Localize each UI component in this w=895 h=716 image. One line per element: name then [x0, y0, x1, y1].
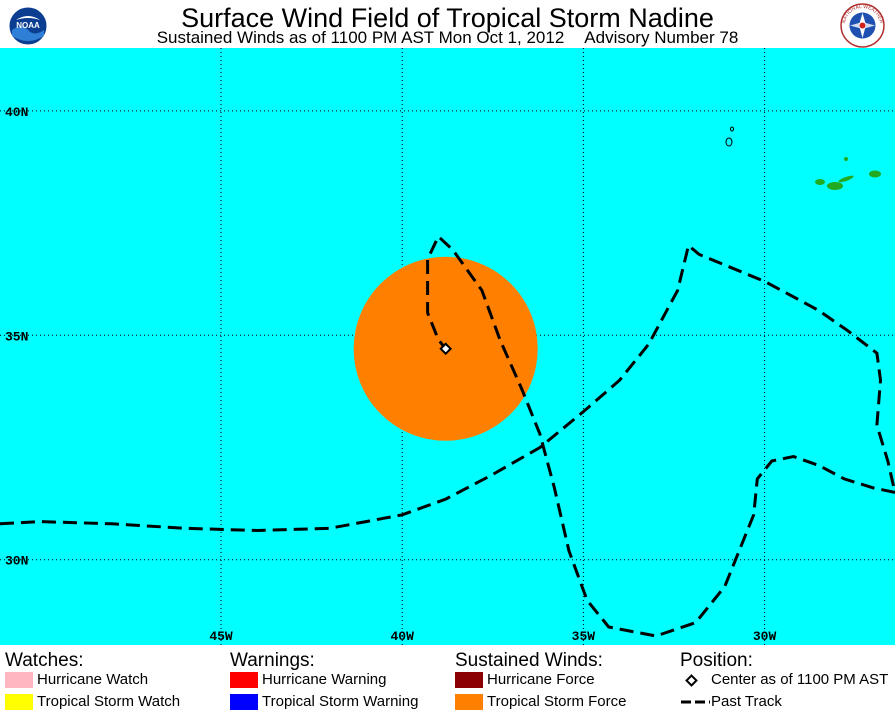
noaa-logo-icon: NOAA: [8, 6, 48, 46]
tropical-storm-warning-swatch: [230, 694, 258, 710]
noaa-logo-text: NOAA: [16, 21, 40, 30]
hurricane-warning-swatch: [230, 672, 258, 688]
center-position-label: Center as of 1100 PM AST: [711, 671, 889, 688]
lon-label: 45W: [209, 629, 233, 644]
lat-label: 35N: [5, 329, 28, 344]
island-graciosa: [844, 157, 848, 161]
header: NOAA Surface Wind Field of Tropical Stor…: [0, 0, 895, 48]
legend-watches-heading: Watches:: [5, 650, 84, 671]
past-track-dash-icon: [681, 700, 710, 704]
lon-label: 40W: [391, 629, 415, 644]
hurricane-warning-label: Hurricane Warning: [262, 671, 387, 688]
hurricane-force-label: Hurricane Force: [487, 671, 595, 688]
tropical-storm-watch-swatch: [5, 694, 33, 710]
island-faial: [815, 179, 825, 185]
page-title: Surface Wind Field of Tropical Storm Nad…: [181, 3, 714, 33]
storm-center-marker: [439, 342, 453, 356]
hurricane-watch-label: Hurricane Watch: [37, 671, 149, 688]
center-diamond-icon: [685, 674, 698, 687]
azores-islands: [725, 126, 881, 190]
lat-label: 30N: [5, 554, 28, 569]
island-flores: [725, 137, 733, 147]
legend: Watches: Hurricane Watch Tropical Storm …: [0, 645, 895, 716]
nws-logo-icon: NATIONAL WEATHER SERVICE: [838, 0, 885, 48]
island-sao-jorge: [838, 175, 854, 183]
page-subtitle: Sustained Winds as of 1100 PM AST Mon Oc…: [0, 29, 895, 47]
lon-label: 35W: [572, 629, 596, 644]
hurricane-force-swatch: [455, 672, 483, 688]
past-track-line: [0, 242, 895, 533]
legend-warnings-heading: Warnings:: [230, 650, 315, 671]
tropical-storm-force-label: Tropical Storm Force: [487, 693, 627, 710]
past-track-label: Past Track: [711, 693, 782, 710]
tropical-storm-watch-label: Tropical Storm Watch: [37, 693, 181, 710]
legend-position-heading: Position:: [680, 650, 753, 671]
tropical-storm-force-swatch: [455, 694, 483, 710]
subtitle-advisory-number: Advisory Number 78: [584, 28, 739, 47]
lat-label: 40N: [5, 105, 28, 120]
lon-label: 30W: [753, 629, 777, 644]
legend-winds-heading: Sustained Winds:: [455, 650, 603, 671]
island-corvo: [730, 126, 734, 132]
tropical-storm-warning-label: Tropical Storm Warning: [262, 693, 419, 710]
past-track-loop: [426, 234, 895, 638]
subtitle-valid-time: Sustained Winds as of 1100 PM AST Mon Oc…: [156, 28, 565, 47]
hurricane-watch-swatch: [5, 672, 33, 688]
map: 40N 35N 30N 45W 40W 35W 30W: [0, 48, 895, 645]
island-pico: [827, 182, 843, 190]
island-terceira: [869, 170, 881, 178]
